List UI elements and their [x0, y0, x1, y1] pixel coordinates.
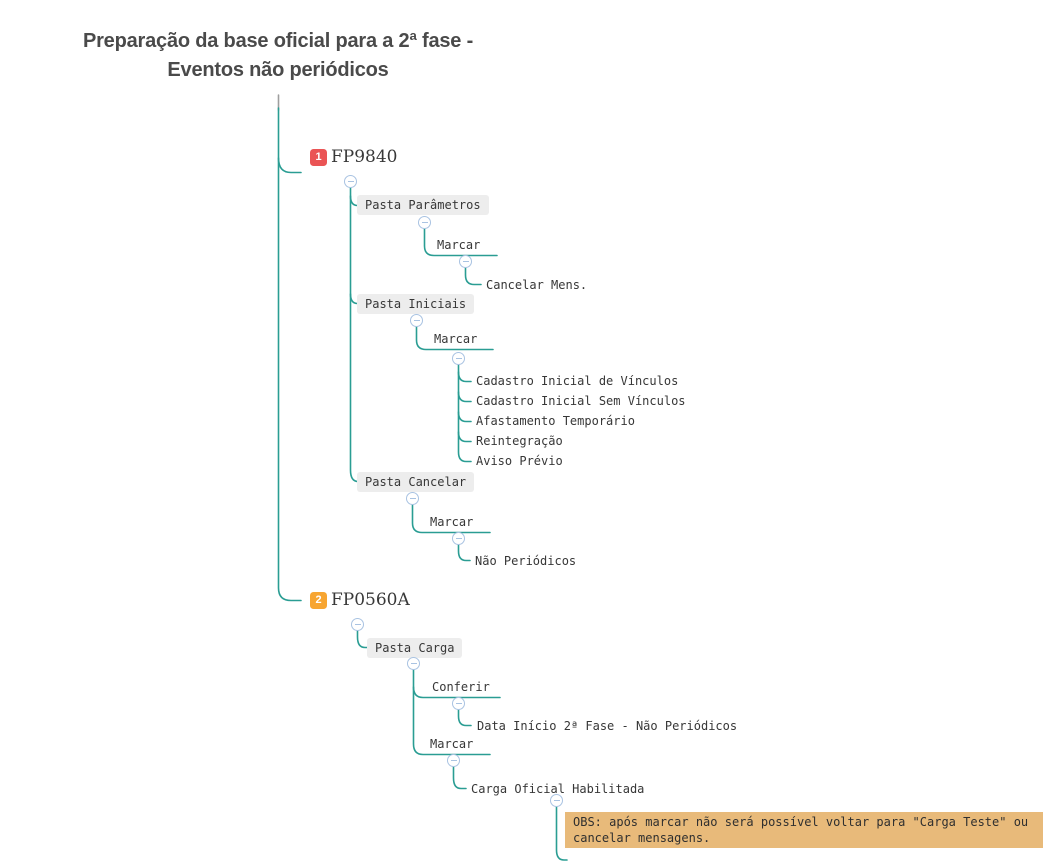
- minus-icon: [455, 537, 462, 539]
- node-data-inicio-2a-fase: Data Início 2ª Fase - Não Periódicos: [477, 719, 738, 733]
- collapse-toggle-pasta-parametros[interactable]: [418, 215, 431, 229]
- node-marcar-carga: Marcar: [430, 737, 474, 751]
- node-marcar-parametros: Marcar: [437, 238, 481, 252]
- minus-icon: [455, 702, 462, 704]
- map-title-line2: Eventos não periódicos: [167, 59, 389, 81]
- node-fp0560a: FP0560A: [331, 590, 410, 610]
- node-cancelar-mens: Cancelar Mens.: [486, 278, 588, 292]
- node-marcar-iniciais: Marcar: [434, 332, 478, 346]
- collapse-toggle-pasta-iniciais[interactable]: [410, 313, 423, 327]
- map-title: Preparação da base oficial para a 2ª fas…: [30, 27, 526, 85]
- collapse-toggle-marcar-parametros[interactable]: [459, 254, 472, 268]
- node-carga-oficial-habilitada: Carga Oficial Habilitada: [471, 782, 645, 796]
- minus-icon: [553, 799, 560, 801]
- node-pasta-cancelar: Pasta Cancelar: [357, 472, 475, 492]
- node-nao-periodicos: Não Periódicos: [475, 554, 577, 568]
- minus-icon: [347, 180, 354, 182]
- node-pasta-carga: Pasta Carga: [367, 638, 463, 658]
- branch-number-badge: 1: [310, 149, 327, 166]
- node-cadastro-inicial-sem-vinculos: Cadastro Inicial Sem Vínculos: [476, 394, 686, 408]
- node-pasta-parametros: Pasta Parâmetros: [357, 195, 489, 215]
- minus-icon: [409, 497, 416, 499]
- minus-icon: [421, 221, 428, 223]
- collapse-toggle-marcar-iniciais[interactable]: [452, 351, 465, 365]
- collapse-toggle-marcar-cancelar[interactable]: [452, 531, 465, 545]
- branch-number-badge: 2: [310, 592, 327, 609]
- map-title-line1: Preparação da base oficial para a 2ª fas…: [82, 30, 474, 52]
- minus-icon: [462, 260, 469, 262]
- collapse-toggle-marcar-carga[interactable]: [447, 753, 460, 767]
- node-marcar-cancelar: Marcar: [430, 515, 474, 529]
- node-conferir: Conferir: [432, 680, 490, 694]
- node-reintegracao: Reintegração: [476, 434, 563, 448]
- collapse-toggle-conferir[interactable]: [452, 696, 465, 710]
- node-pasta-iniciais: Pasta Iniciais: [357, 294, 475, 314]
- minus-icon: [455, 357, 462, 359]
- node-fp9840: FP9840: [331, 147, 398, 167]
- minus-icon: [354, 623, 361, 625]
- collapse-toggle-pasta-carga[interactable]: [407, 656, 420, 670]
- node-cadastro-inicial-de-vinculos: Cadastro Inicial de Vínculos: [476, 374, 679, 388]
- minus-icon: [450, 759, 457, 761]
- minus-icon: [410, 662, 417, 664]
- collapse-toggle-fp9840[interactable]: [344, 174, 357, 188]
- node-aviso-previo: Aviso Prévio: [476, 454, 563, 468]
- minus-icon: [413, 319, 420, 321]
- node-afastamento-temporario: Afastamento Temporário: [476, 414, 635, 428]
- collapse-toggle-fp0560a[interactable]: [351, 617, 364, 631]
- collapse-toggle-carga-oficial[interactable]: [550, 793, 563, 807]
- node-obs-warning: OBS: após marcar não será possível volta…: [565, 812, 1043, 848]
- collapse-toggle-pasta-cancelar[interactable]: [406, 491, 419, 505]
